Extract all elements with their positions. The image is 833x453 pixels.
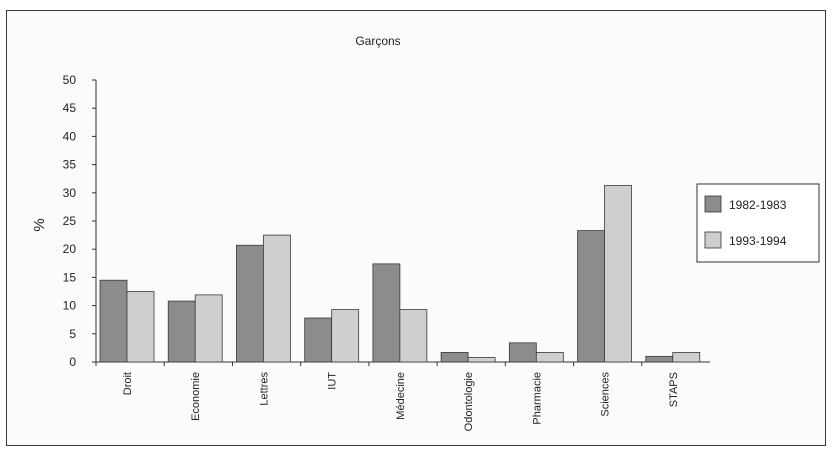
category-label: Médecine bbox=[395, 372, 407, 420]
category-label: Pharmacie bbox=[531, 372, 543, 425]
bar-series2 bbox=[194, 294, 223, 363]
bar-series1 bbox=[508, 342, 537, 363]
y-tick-label: 10 bbox=[63, 299, 77, 313]
category-label: Lettres bbox=[258, 372, 270, 406]
bar-series2 bbox=[331, 309, 360, 363]
legend-swatch bbox=[704, 231, 722, 249]
bar-series1 bbox=[167, 300, 196, 363]
bars bbox=[99, 185, 701, 363]
y-tick-label: 15 bbox=[63, 270, 77, 284]
y-tick-label: 45 bbox=[63, 101, 77, 115]
bar-series2 bbox=[467, 357, 496, 363]
bar-series2 bbox=[672, 352, 701, 363]
bar-series1 bbox=[440, 352, 469, 363]
y-tick-label: 30 bbox=[63, 186, 77, 200]
y-tick-label: 40 bbox=[63, 129, 77, 143]
bar-series2 bbox=[263, 234, 291, 363]
legend-swatch bbox=[704, 195, 722, 213]
bar-series2 bbox=[535, 352, 564, 363]
y-tick-label: 25 bbox=[63, 214, 77, 228]
bar-series1 bbox=[645, 355, 674, 363]
bar-series1 bbox=[99, 279, 128, 363]
y-axis-label: % bbox=[31, 218, 48, 231]
bar-series1 bbox=[577, 230, 605, 363]
chart-title: Garçons bbox=[355, 34, 400, 48]
y-tick-label: 5 bbox=[69, 327, 76, 341]
bar-series2 bbox=[399, 309, 428, 363]
category-labels: Droit Economie Lettres IUT Médecine Odontolog… bbox=[95, 362, 680, 431]
bar-series1 bbox=[372, 263, 401, 363]
y-tick-label: 20 bbox=[63, 242, 77, 256]
bar-series2 bbox=[126, 291, 155, 363]
category-label: Odontologie bbox=[463, 372, 475, 431]
category-label: Droit bbox=[122, 372, 134, 395]
category-label: Economie bbox=[190, 372, 202, 421]
legend: 1982-1983 1993-1994 bbox=[696, 183, 820, 263]
category-label: IUT bbox=[327, 372, 339, 390]
legend-label: 1982-1983 bbox=[729, 198, 787, 212]
bar-series2 bbox=[604, 185, 632, 363]
legend-label: 1993-1994 bbox=[729, 234, 787, 248]
bar-series1 bbox=[304, 317, 333, 363]
chart-frame bbox=[6, 10, 826, 446]
category-label: STAPS bbox=[668, 372, 680, 407]
y-tick-label: 0 bbox=[69, 355, 76, 369]
category-label: Sciences bbox=[600, 372, 612, 417]
y-tick-label: 35 bbox=[63, 158, 77, 172]
y-tick-label: 50 bbox=[63, 73, 77, 87]
bar-series1 bbox=[236, 244, 264, 363]
